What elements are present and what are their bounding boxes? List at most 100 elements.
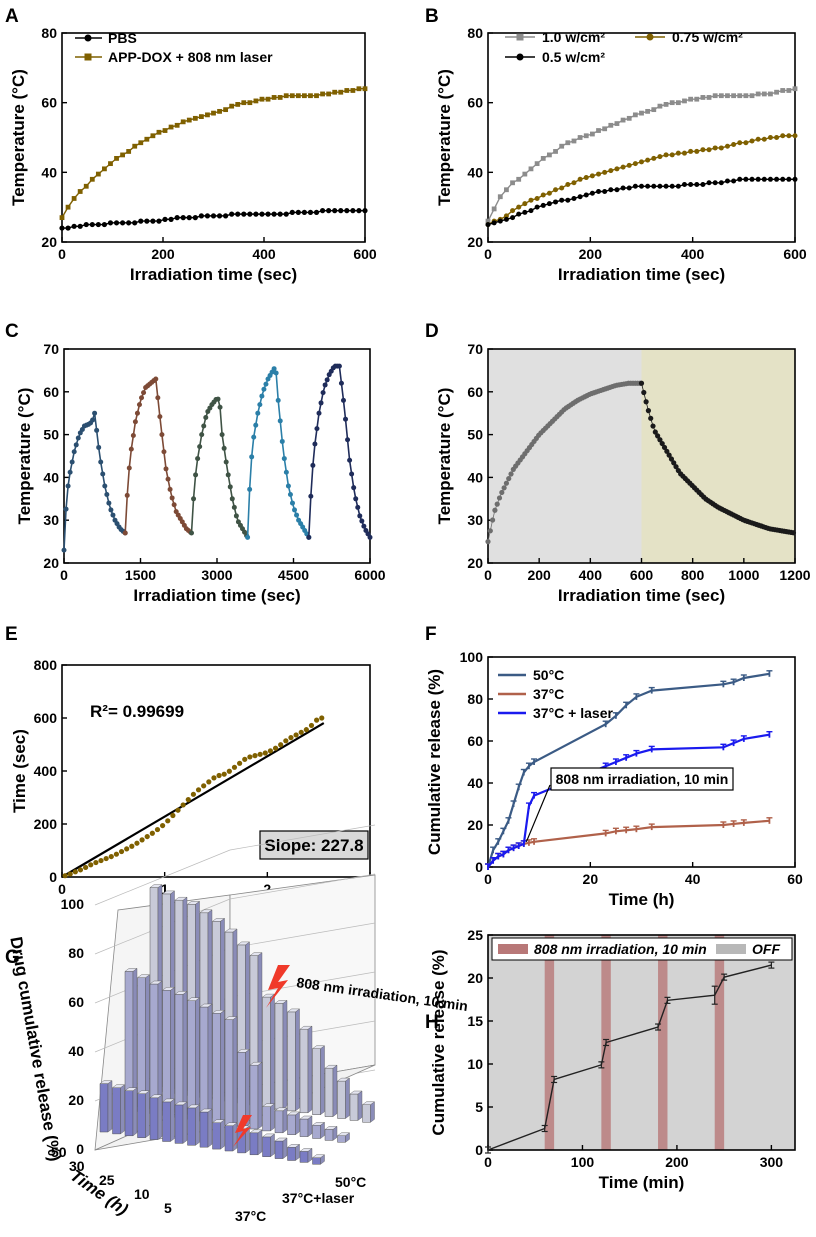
data-point	[546, 190, 552, 196]
bar-side	[232, 1122, 238, 1152]
data-point	[223, 213, 229, 219]
data-point	[285, 483, 291, 489]
data-point	[128, 446, 134, 452]
data-point	[205, 112, 210, 118]
data-point	[132, 419, 138, 425]
data-point	[72, 869, 78, 875]
bar-top	[224, 1016, 238, 1020]
legend-swatch	[716, 944, 746, 954]
bar-top	[286, 1144, 301, 1148]
data-point	[302, 93, 307, 99]
bar-top	[174, 1101, 188, 1106]
bar-top	[224, 928, 238, 933]
y-axis-label: Temperature (°C)	[435, 388, 454, 525]
data-point	[651, 107, 657, 113]
bar-front	[212, 1013, 221, 1124]
y-tick-label: 80	[41, 25, 57, 41]
data-point	[93, 859, 99, 866]
data-point	[626, 162, 632, 168]
bar-top	[274, 1107, 288, 1112]
data-point	[362, 208, 368, 214]
bar-top	[99, 1080, 113, 1084]
bar-top	[274, 1000, 288, 1004]
panel-letter: F	[425, 624, 437, 645]
data-point	[356, 86, 362, 92]
data-point	[132, 220, 138, 226]
data-point	[540, 156, 546, 161]
bar-top	[211, 918, 226, 922]
data-point	[596, 171, 602, 177]
data-point	[175, 807, 181, 813]
data-point	[626, 115, 632, 121]
data-point	[516, 53, 524, 61]
z-tick-label: 100	[61, 896, 85, 912]
data-point	[155, 395, 161, 401]
bar-top	[224, 1122, 238, 1126]
data-point	[503, 213, 509, 219]
data-point	[193, 472, 199, 478]
bar-top	[249, 1129, 263, 1134]
data-point	[516, 204, 522, 210]
data-point	[632, 112, 638, 118]
data-point	[191, 496, 197, 502]
bar-side	[270, 1133, 275, 1158]
irradiation-band	[658, 935, 668, 1150]
bar-top	[336, 1132, 351, 1136]
data-point	[113, 220, 120, 226]
y-tick-label: 40	[41, 164, 57, 180]
data-point	[231, 504, 237, 510]
data-point	[620, 164, 626, 170]
data-point	[724, 143, 730, 149]
data-point	[675, 183, 681, 189]
data-point	[655, 433, 661, 439]
data-point	[277, 211, 283, 217]
bar-top	[161, 1098, 176, 1103]
y-tick-label: 20	[467, 555, 483, 571]
data-point	[534, 204, 540, 210]
y-tick-label: 0	[49, 869, 57, 885]
bar-side	[357, 1090, 363, 1121]
data-point	[559, 185, 565, 191]
data-point	[669, 100, 675, 106]
data-point	[508, 471, 514, 477]
data-point	[767, 176, 773, 182]
data-point	[294, 512, 300, 518]
data-point	[271, 211, 277, 217]
data-point	[516, 211, 522, 217]
x-tick-label: 0	[58, 881, 66, 897]
data-point	[289, 209, 295, 215]
data-point	[503, 480, 510, 486]
data-point	[774, 135, 780, 140]
bar-side	[257, 1129, 263, 1156]
data-point	[156, 129, 162, 135]
data-point	[589, 173, 595, 179]
data-point	[614, 121, 620, 126]
data-point	[547, 152, 552, 158]
data-point	[150, 218, 156, 224]
data-point	[651, 183, 657, 189]
data-point	[138, 140, 144, 146]
y-tick-label: 50	[467, 427, 483, 443]
data-point	[180, 119, 186, 125]
y-tick-label: 0	[475, 859, 483, 875]
bar-side	[257, 1061, 263, 1130]
bar-front	[224, 1019, 234, 1126]
data-point	[84, 53, 92, 61]
bar-front	[137, 1093, 146, 1138]
y-tick-label: 10	[467, 1056, 483, 1072]
fit-line	[61, 722, 325, 878]
data-point	[63, 506, 69, 512]
data-point	[614, 187, 620, 193]
data-point	[786, 88, 792, 93]
data-point	[180, 215, 186, 221]
data-point	[774, 176, 780, 182]
bar-top	[261, 1133, 276, 1138]
legend: 50°C 37°C 37°C + laser	[498, 667, 613, 721]
x-tick-label: 400	[252, 246, 276, 262]
data-point	[189, 530, 194, 536]
bar-top	[161, 987, 176, 991]
bar-top	[274, 1137, 288, 1142]
data-point	[712, 145, 718, 151]
bar-front	[312, 1157, 321, 1165]
data-point	[283, 469, 289, 475]
